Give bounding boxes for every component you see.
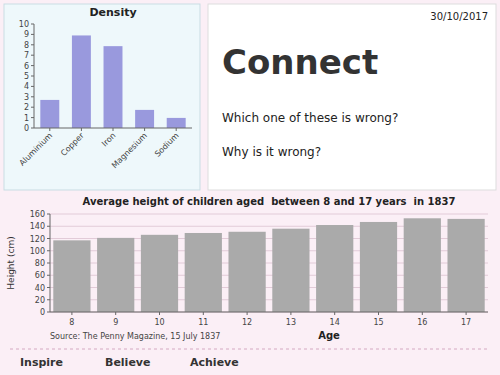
bar bbox=[316, 225, 353, 312]
bar bbox=[97, 238, 134, 312]
x-tick bbox=[49, 128, 50, 131]
y-axis bbox=[50, 214, 51, 312]
panel bbox=[4, 4, 200, 190]
x-tick-label: 12 bbox=[242, 318, 252, 327]
x-tick-label: Sodium bbox=[153, 131, 181, 159]
bar bbox=[185, 233, 222, 312]
y-tick-label: 160 bbox=[30, 210, 45, 219]
x-tick bbox=[115, 312, 116, 315]
y-tick-label: 1 bbox=[24, 114, 29, 123]
y-tick-label: 9 bbox=[24, 30, 29, 39]
grid-line bbox=[50, 214, 488, 215]
bar bbox=[447, 219, 484, 312]
x-tick bbox=[203, 312, 204, 315]
x-tick-label: Iron bbox=[100, 131, 117, 148]
y-tick-label: 7 bbox=[24, 51, 29, 60]
x-tick-label: 16 bbox=[417, 318, 427, 327]
x-tick-label: 9 bbox=[113, 318, 118, 327]
question: Which one of these is wrong? bbox=[222, 111, 398, 125]
footer-text: Inspire bbox=[20, 356, 63, 369]
x-tick bbox=[144, 128, 145, 131]
y-axis-label: Height (cm) bbox=[6, 236, 16, 289]
x-tick-label: 15 bbox=[373, 318, 383, 327]
x-tick bbox=[334, 312, 335, 315]
bar bbox=[360, 222, 397, 312]
bar bbox=[53, 240, 90, 312]
text-panel bbox=[208, 4, 496, 190]
x-tick bbox=[378, 312, 379, 315]
x-tick bbox=[176, 128, 177, 131]
y-tick-label: 60 bbox=[35, 271, 45, 280]
y-tick-label: 2 bbox=[24, 103, 29, 112]
x-tick bbox=[81, 128, 82, 131]
bar bbox=[228, 232, 265, 312]
x-tick-label: 14 bbox=[330, 318, 340, 327]
chart-title: Average height of children aged between … bbox=[83, 196, 456, 207]
y-tick-label: 10 bbox=[19, 20, 29, 29]
height-chart: 30/10/2017 Connect Which one of these is w… bbox=[6, 4, 496, 369]
y-tick-label: 6 bbox=[24, 62, 29, 71]
background bbox=[0, 0, 500, 375]
bar bbox=[104, 46, 123, 128]
page: Density012345678910AluminiumCopperIronMa… bbox=[0, 0, 500, 375]
bars bbox=[40, 35, 185, 128]
source: Source: The Penny Magazine, 15 July 1837 bbox=[50, 332, 220, 341]
x-tick-label: Aluminium bbox=[17, 131, 54, 168]
footer-text: Achieve bbox=[190, 356, 239, 369]
x-tick bbox=[71, 312, 72, 315]
y-tick-label: 3 bbox=[24, 93, 29, 102]
y-tick-label: 100 bbox=[30, 247, 45, 256]
x-tick-label: 13 bbox=[286, 318, 296, 327]
y-tick-label: 120 bbox=[30, 235, 45, 244]
x-tick bbox=[466, 312, 467, 315]
bar bbox=[141, 235, 178, 312]
y-tick-label: 140 bbox=[30, 222, 45, 231]
y-tick-label: 20 bbox=[35, 296, 45, 305]
bar bbox=[404, 218, 441, 312]
x-tick bbox=[247, 312, 248, 315]
y-tick-label: 8 bbox=[24, 41, 29, 50]
bars bbox=[53, 218, 484, 312]
y-tick-label: 0 bbox=[24, 124, 29, 133]
x-tick-label: Magnesium bbox=[110, 131, 149, 170]
y-tick-label: 4 bbox=[24, 82, 29, 91]
density-chart: Density 01 23 456 78 910 AluminiumCopper IronMa… bbox=[4, 4, 200, 190]
x-tick bbox=[290, 312, 291, 315]
x-tick-label: 10 bbox=[154, 318, 164, 327]
x-tick-label: 11 bbox=[198, 318, 208, 327]
bar bbox=[167, 118, 186, 128]
separator bbox=[10, 349, 490, 350]
x-tick-label: Copper bbox=[59, 131, 86, 158]
bar bbox=[72, 35, 91, 128]
date: 30/10/2017 bbox=[430, 11, 488, 22]
x-tick-label: 17 bbox=[461, 318, 471, 327]
x-tick bbox=[422, 312, 423, 315]
x-tick bbox=[113, 128, 114, 131]
heading: Connect bbox=[222, 42, 378, 82]
x-axis-label: Age bbox=[318, 330, 340, 341]
question: Why is it wrong? bbox=[222, 145, 321, 159]
bar bbox=[135, 110, 154, 128]
chart-title: Density bbox=[89, 6, 136, 19]
bar bbox=[272, 229, 309, 312]
y-axis bbox=[34, 24, 35, 128]
x-tick bbox=[159, 312, 160, 315]
x-tick-label: 8 bbox=[69, 318, 74, 327]
y-tick-label: 40 bbox=[35, 284, 45, 293]
y-tick-label: 5 bbox=[24, 72, 29, 81]
y-tick-label: 80 bbox=[35, 259, 45, 268]
y-tick-label: 0 bbox=[40, 308, 45, 317]
footer-text: Believe bbox=[105, 356, 150, 369]
bar bbox=[40, 100, 59, 128]
